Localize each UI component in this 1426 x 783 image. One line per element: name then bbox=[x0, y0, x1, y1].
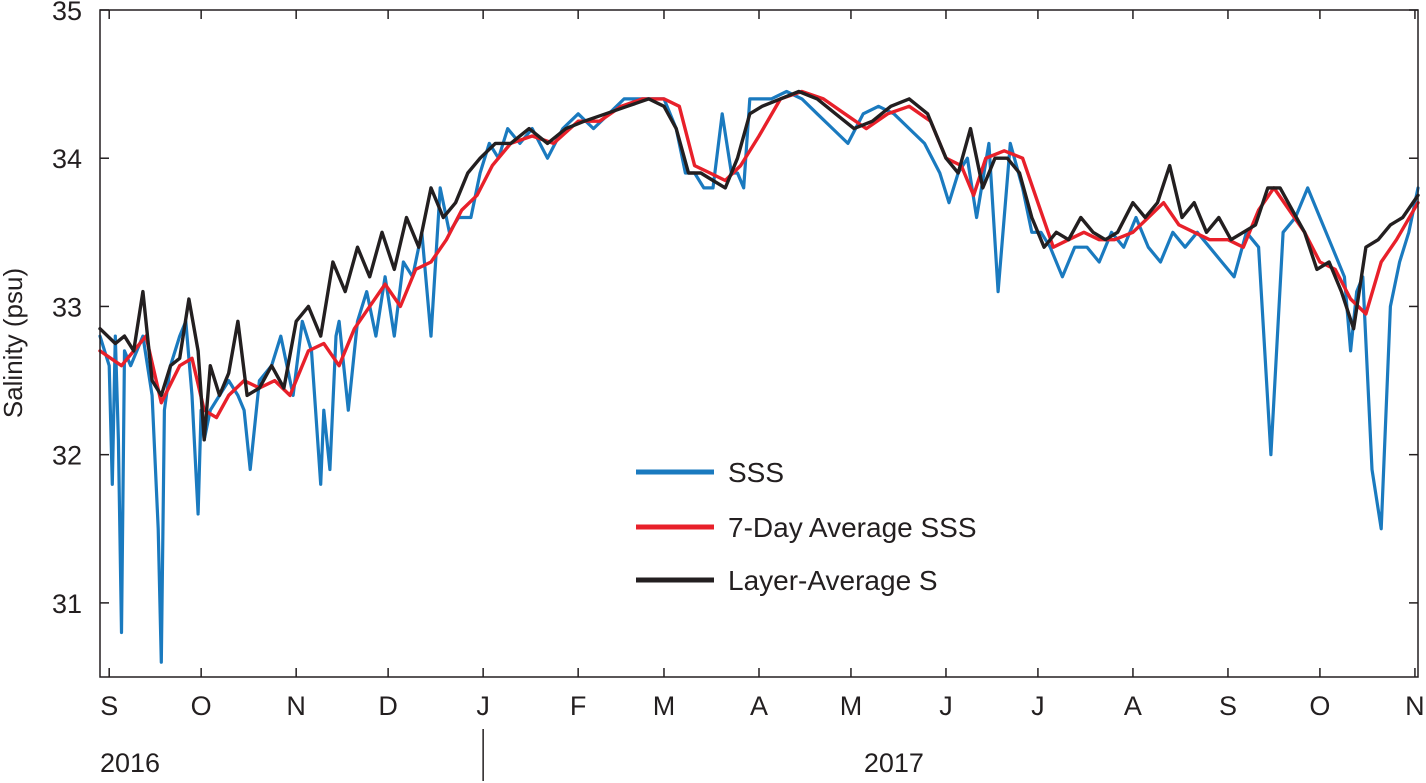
legend: SSS 7-Day Average SSS Layer-Average S bbox=[636, 457, 977, 596]
series-line-7day-average bbox=[98, 89, 1420, 420]
plot-area-background bbox=[100, 10, 1418, 677]
year-labels: 2016 2017 bbox=[100, 729, 924, 781]
legend-label-sss: SSS bbox=[728, 457, 784, 488]
legend-label-layer-average: Layer-Average S bbox=[728, 565, 938, 596]
x-tick-label: N bbox=[1405, 691, 1425, 721]
y-tick-label: 33 bbox=[52, 292, 82, 322]
x-tick-label: S bbox=[100, 691, 118, 721]
year-label-2016: 2016 bbox=[100, 748, 160, 778]
x-tick-label: N bbox=[286, 691, 306, 721]
x-tick-label: A bbox=[1124, 691, 1142, 721]
series-line-layer-average bbox=[98, 89, 1420, 442]
y-axis-ticks: 31 32 33 34 35 bbox=[52, 0, 1418, 619]
y-tick-label: 31 bbox=[52, 589, 82, 619]
x-tick-label: O bbox=[191, 691, 212, 721]
x-tick-label: D bbox=[378, 691, 398, 721]
y-axis-label: Salinity (psu) bbox=[0, 268, 28, 418]
x-tick-label: M bbox=[653, 691, 676, 721]
x-tick-label: J bbox=[939, 691, 953, 721]
x-tick-label: J bbox=[476, 691, 490, 721]
legend-label-7day-average: 7-Day Average SSS bbox=[728, 512, 977, 543]
x-tick-label: A bbox=[750, 691, 768, 721]
year-label-2017: 2017 bbox=[864, 748, 924, 778]
y-tick-label: 34 bbox=[52, 144, 82, 174]
series-layer bbox=[98, 89, 1420, 664]
y-tick-label: 32 bbox=[52, 441, 82, 471]
y-tick-label: 35 bbox=[52, 0, 82, 26]
x-tick-label: M bbox=[840, 691, 863, 721]
x-tick-label: J bbox=[1031, 691, 1045, 721]
x-tick-label: F bbox=[570, 691, 587, 721]
x-tick-label: S bbox=[1219, 691, 1237, 721]
x-tick-label: O bbox=[1309, 691, 1330, 721]
